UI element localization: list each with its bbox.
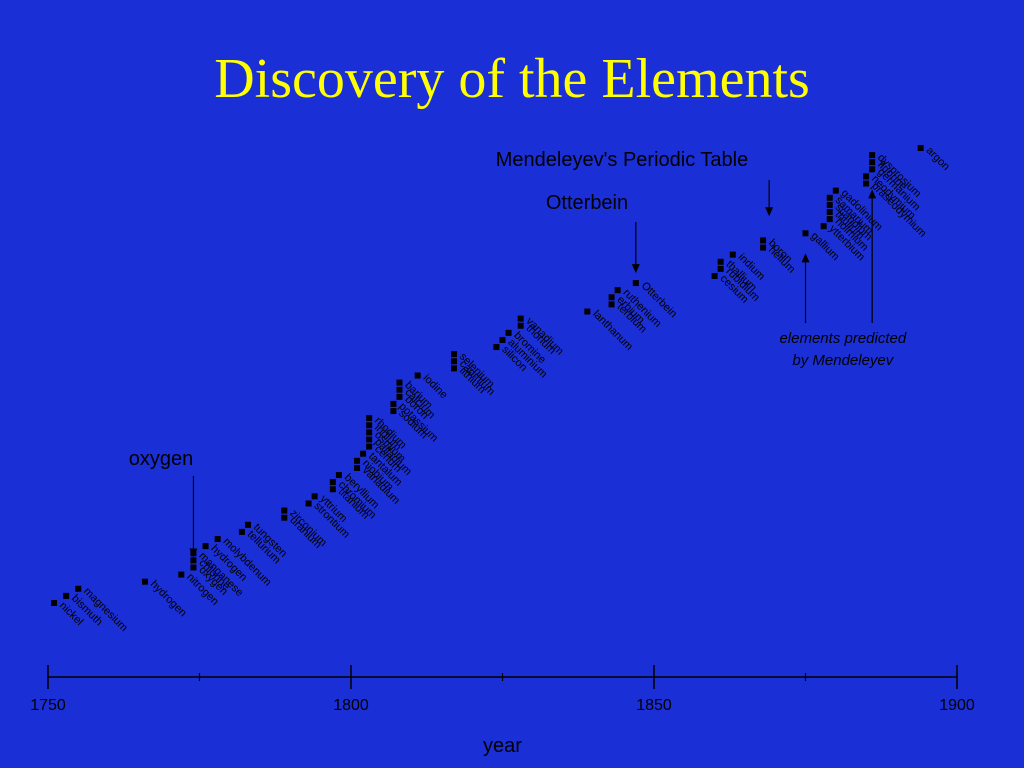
data-point — [366, 415, 373, 422]
data-point — [863, 173, 870, 180]
x-tick-label: 1900 — [939, 697, 975, 714]
data-point — [63, 592, 70, 599]
data-point — [505, 329, 512, 336]
annotation-text: Mendeleyev's Periodic Table — [496, 149, 748, 171]
data-point — [354, 457, 361, 464]
data-point — [414, 372, 421, 379]
data-point — [244, 521, 251, 528]
data-point — [238, 528, 245, 535]
data-point — [360, 450, 367, 457]
data-point — [584, 308, 591, 315]
data-point — [396, 393, 403, 400]
data-point — [281, 507, 288, 514]
data-point — [863, 180, 870, 187]
data-point — [390, 400, 397, 407]
data-point — [366, 422, 373, 429]
point-label: hydrogen — [148, 578, 189, 619]
data-point — [451, 351, 458, 358]
data-point — [499, 336, 506, 343]
data-point — [869, 159, 876, 166]
data-point — [354, 464, 361, 471]
arrowhead — [868, 189, 877, 199]
x-tick-label: 1750 — [30, 697, 66, 714]
data-point — [869, 166, 876, 173]
data-point — [517, 322, 524, 329]
data-point — [366, 436, 373, 443]
data-point — [832, 187, 839, 194]
data-point — [820, 223, 827, 230]
annotation-text: by Mendeleyev — [792, 352, 894, 369]
data-point — [711, 272, 718, 279]
data-point — [717, 258, 724, 265]
data-point — [826, 201, 833, 208]
data-point — [335, 472, 342, 479]
data-point — [717, 265, 724, 272]
arrowhead — [189, 548, 198, 558]
data-point — [178, 571, 185, 578]
data-point — [517, 315, 524, 322]
data-point — [802, 230, 809, 237]
data-point — [51, 600, 58, 606]
data-point — [390, 408, 397, 415]
data-point — [214, 536, 221, 543]
data-point — [396, 379, 403, 386]
x-axis-title: year — [483, 735, 522, 757]
data-point — [366, 429, 373, 436]
annotation-text: oxygen — [129, 448, 194, 470]
data-point — [451, 365, 458, 372]
data-point — [75, 585, 82, 592]
x-tick-label: 1850 — [636, 697, 672, 714]
data-point — [614, 287, 621, 294]
data-point — [311, 493, 318, 500]
data-point — [826, 194, 833, 201]
data-point — [141, 578, 148, 585]
annotation-text: elements predicted — [779, 330, 906, 347]
arrowhead — [765, 207, 774, 217]
data-point — [190, 564, 197, 571]
data-point — [869, 152, 876, 159]
data-point — [760, 244, 767, 251]
chart-title: Discovery of the Elements — [214, 48, 810, 110]
data-point — [329, 486, 336, 493]
data-point — [917, 145, 924, 151]
arrowhead — [631, 264, 640, 274]
data-point — [396, 386, 403, 393]
data-point — [632, 280, 639, 287]
annotation-text: Otterbein — [546, 192, 628, 214]
point-label: argon — [924, 145, 952, 173]
data-point — [281, 514, 288, 521]
data-point — [366, 443, 373, 450]
data-point — [760, 237, 767, 244]
arrowhead — [801, 253, 810, 263]
data-point — [305, 500, 312, 507]
annotations: oxygen Otterbein Mendeleyev's Periodic Tab… — [129, 149, 907, 558]
data-point — [202, 543, 209, 550]
data-point — [826, 216, 833, 223]
x-tick-label: 1800 — [333, 697, 369, 714]
data-point — [493, 344, 500, 351]
x-axis: 1750 1800 1850 1900 year — [30, 665, 975, 757]
data-point — [451, 358, 458, 365]
data-point — [190, 557, 197, 564]
data-point — [608, 294, 615, 301]
data-point — [329, 479, 336, 486]
data-point — [826, 208, 833, 215]
data-point — [608, 301, 615, 308]
data-point — [729, 251, 736, 258]
